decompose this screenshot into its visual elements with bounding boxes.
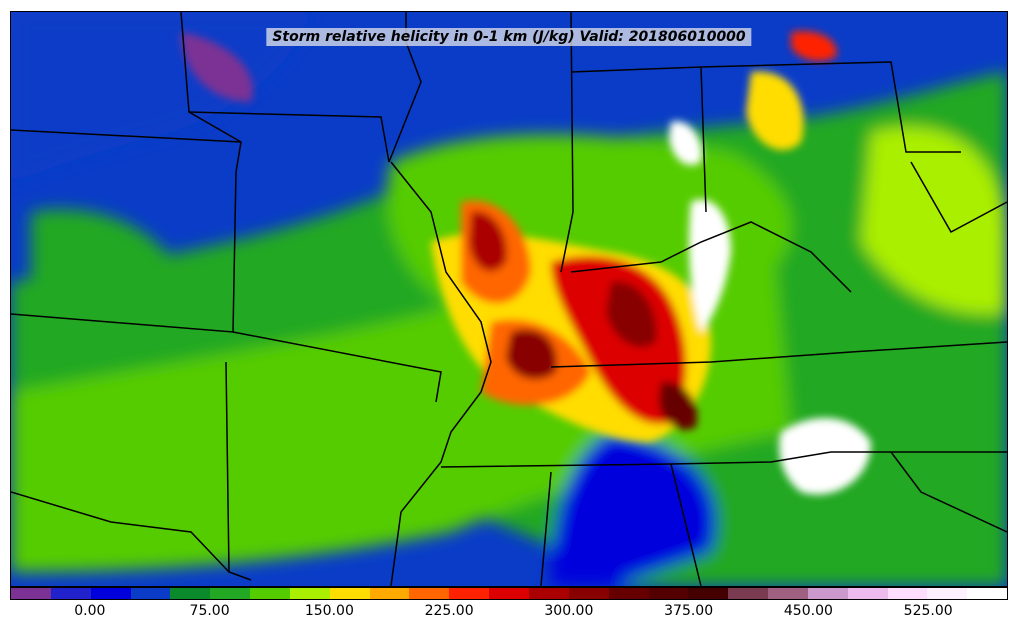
colorbar-cell (50, 588, 91, 599)
colorbar-tick-label: 375.00 (664, 603, 714, 619)
colorbar-cell (130, 588, 171, 599)
colorbar-cell (768, 588, 808, 599)
helicity-field-high (181, 31, 871, 495)
colorbar-cell (409, 588, 450, 599)
colorbar-cell (329, 588, 370, 599)
colorbar-cell (11, 588, 51, 599)
map-panel: Storm relative helicity in 0-1 km (J/kg)… (10, 11, 1008, 587)
colorbar-tick-label: 225.00 (424, 603, 474, 619)
colorbar-cell (728, 588, 769, 599)
colorbar-cell (170, 588, 211, 599)
colorbar-tick-label: 450.00 (783, 603, 833, 619)
colorbar-cell (210, 588, 251, 599)
colorbar-cell (289, 588, 330, 599)
helicity-map (11, 12, 1007, 586)
colorbar-cell (927, 588, 968, 599)
colorbar-cell (967, 588, 1008, 599)
colorbar-cell (608, 588, 649, 599)
colorbar-cell (90, 588, 131, 599)
colorbar-tick-label: 300.00 (544, 603, 594, 619)
colorbar-cell (887, 588, 928, 599)
colorbar (10, 587, 1008, 600)
colorbar-tick-label: 0.00 (74, 603, 106, 619)
colorbar-cell (807, 588, 848, 599)
colorbar-cell (449, 588, 490, 599)
colorbar-cell (688, 588, 729, 599)
colorbar-labels: 0.00 75.00 150.00 225.00 300.00 375.00 450.00 5… (10, 603, 1008, 623)
colorbar-tick-label: 150.00 (304, 603, 354, 619)
colorbar-cell (369, 588, 410, 599)
colorbar-tick-label: 75.00 (189, 603, 230, 619)
colorbar-cell (568, 588, 609, 599)
colorbar-cell (250, 588, 290, 599)
state-boundaries (11, 12, 1007, 586)
colorbar-cell (648, 588, 689, 599)
colorbar-cell (489, 588, 529, 599)
map-title: Storm relative helicity in 0-1 km (J/kg)… (266, 28, 752, 46)
colorbar-tick-label: 525.00 (903, 603, 953, 619)
colorbar-cell (847, 588, 888, 599)
colorbar-cell (528, 588, 569, 599)
